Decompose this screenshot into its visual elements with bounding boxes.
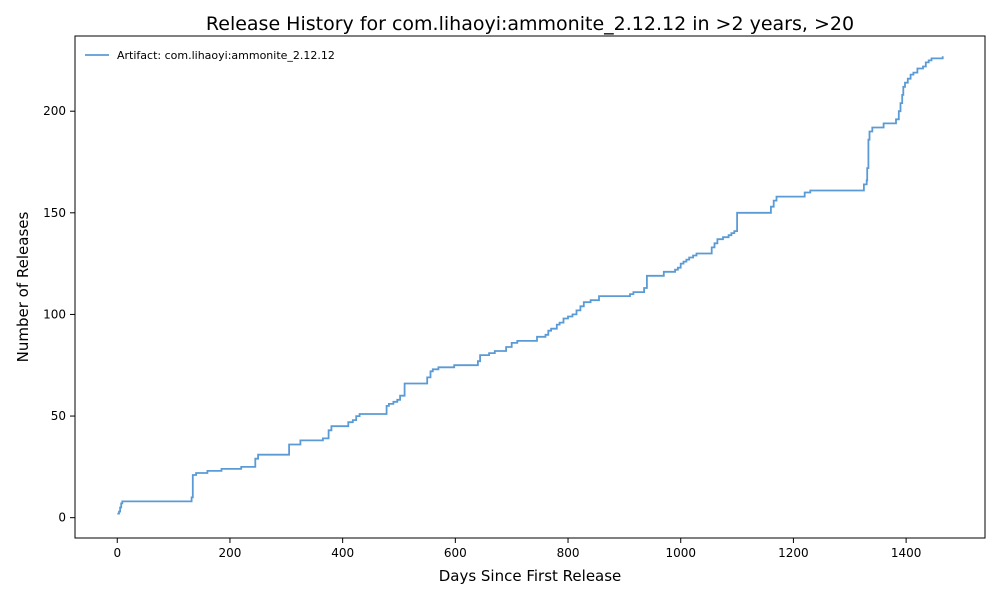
- y-tick-label: 200: [43, 104, 66, 118]
- x-tick-label: 800: [557, 546, 580, 560]
- x-axis: 0 200 400 600 800 1000 1200 1400: [113, 538, 921, 560]
- y-tick-label: 0: [58, 511, 66, 525]
- plot-area: [74, 35, 986, 539]
- series-line-ammonite: [117, 56, 944, 515]
- x-axis-title: Days Since First Release: [439, 567, 622, 585]
- x-tick-label: 1400: [891, 546, 922, 560]
- y-tick-label: 50: [51, 409, 66, 423]
- x-tick-label: 400: [331, 546, 354, 560]
- chart-title: Release History for com.lihaoyi:ammonite…: [206, 13, 854, 35]
- axes-frame: [74, 35, 986, 539]
- x-tick-label: 200: [219, 546, 242, 560]
- x-tick-label: 1000: [665, 546, 696, 560]
- x-tick-label: 600: [444, 546, 467, 560]
- legend-label: Artifact: com.lihaoyi:ammonite_2.12.12: [117, 49, 335, 62]
- y-axis: 0 50 100 150 200: [43, 104, 75, 525]
- y-tick-label: 150: [43, 206, 66, 220]
- legend: Artifact: com.lihaoyi:ammonite_2.12.12: [85, 49, 335, 62]
- y-axis-title: Number of Releases: [14, 211, 32, 362]
- x-tick-label: 1200: [778, 546, 809, 560]
- x-tick-label: 0: [113, 546, 121, 560]
- y-tick-label: 100: [43, 307, 66, 321]
